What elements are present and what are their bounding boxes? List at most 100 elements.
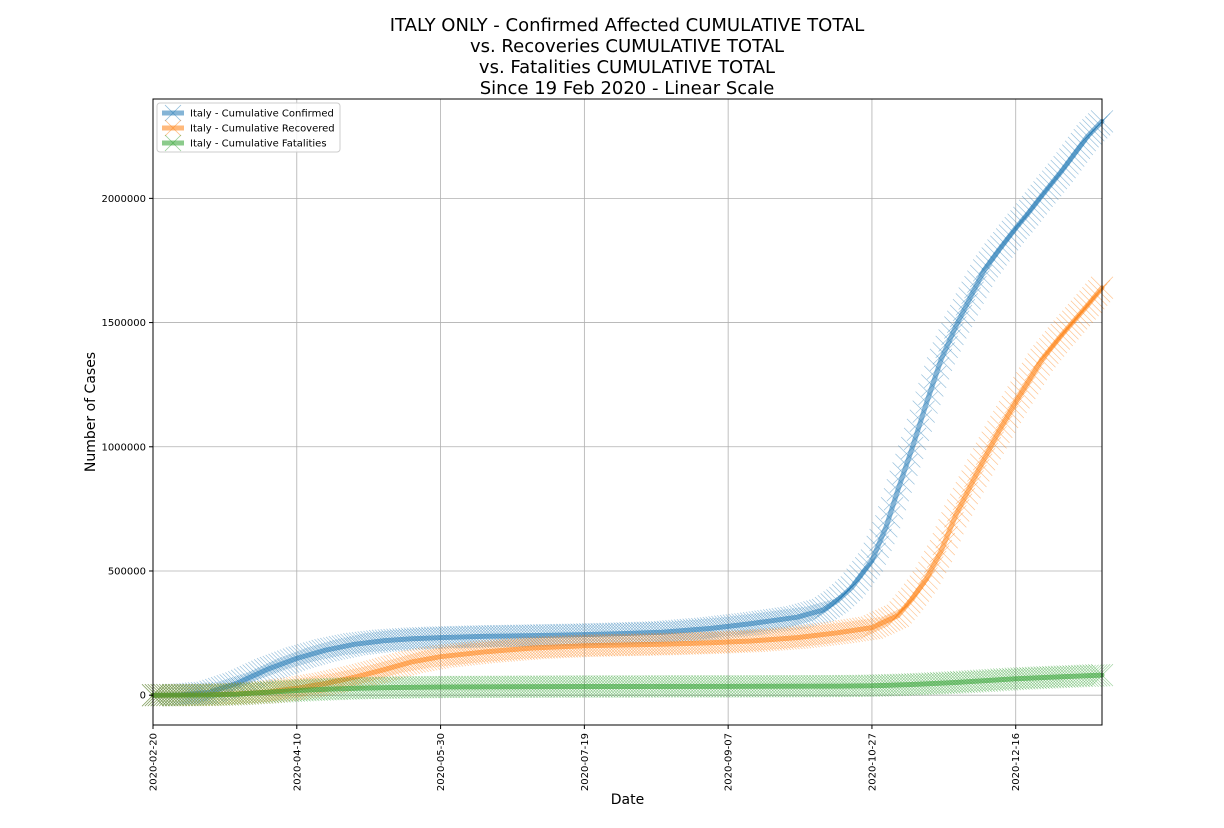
data-point-marker: [1076, 125, 1099, 148]
x-tick-label: 2020-05-30: [436, 733, 447, 791]
legend-item: Italy - Cumulative Fatalities: [162, 134, 327, 152]
data-point-marker: [423, 675, 447, 699]
data-point-marker: [561, 623, 585, 647]
data-point-marker: [524, 675, 547, 698]
data-point-marker: [814, 596, 838, 620]
data-point-marker: [403, 627, 426, 650]
data-point-marker: [389, 676, 412, 699]
data-point-marker: [811, 674, 835, 698]
data-point-marker: [515, 675, 539, 698]
data-point-marker: [366, 660, 389, 683]
data-point-marker: [311, 639, 334, 663]
data-point-marker: [193, 683, 217, 707]
data-point-marker: [728, 613, 751, 637]
data-point-marker: [570, 623, 593, 646]
data-point-marker: [708, 616, 731, 639]
data-point-marker: [593, 634, 616, 657]
data-point-marker: [659, 632, 682, 656]
chart-title-line: Since 19 Feb 2020 - Linear Scale: [480, 78, 775, 99]
data-point-marker: [584, 675, 608, 698]
data-point-marker: [452, 642, 475, 666]
data-point-marker: [150, 683, 173, 707]
data-point-marker: [492, 675, 516, 699]
data-point-marker: [944, 505, 967, 528]
data-point-marker: [808, 599, 832, 623]
data-point-marker: [987, 239, 1010, 262]
data-point-marker: [268, 653, 291, 677]
data-point-marker: [156, 683, 179, 707]
data-point-marker: [363, 660, 386, 684]
data-point-marker: [575, 675, 599, 698]
data-point-marker: [1038, 337, 1062, 361]
data-point-marker: [716, 675, 740, 698]
data-point-marker: [964, 670, 987, 693]
data-point-marker: [472, 640, 495, 664]
data-point-marker: [587, 622, 610, 646]
data-point-marker: [1085, 116, 1108, 139]
data-point-marker: [466, 625, 490, 648]
data-point-marker: [322, 637, 346, 660]
data-point-marker: [613, 675, 636, 698]
data-point-marker: [978, 437, 1002, 460]
data-point-marker: [771, 675, 795, 698]
data-point-marker: [377, 629, 401, 652]
data-point-marker: [481, 640, 504, 663]
data-point-marker: [552, 675, 576, 698]
data-point-marker: [630, 633, 654, 656]
legend-label: Italy - Cumulative Confirmed: [190, 109, 334, 120]
data-point-marker: [463, 675, 487, 699]
data-point-marker: [639, 621, 662, 644]
data-point-marker: [527, 675, 550, 698]
data-point-marker: [486, 639, 510, 663]
data-point-marker: [1061, 665, 1085, 688]
data-point-marker: [575, 634, 599, 657]
data-point-marker: [676, 675, 700, 698]
data-point-marker: [797, 624, 820, 648]
data-point-marker: [1067, 136, 1091, 160]
data-point-marker: [952, 298, 976, 322]
legend-marker: [164, 104, 182, 122]
data-point-marker: [274, 651, 297, 674]
data-point-marker: [343, 677, 366, 700]
data-point-marker: [783, 674, 806, 698]
data-point-marker: [647, 621, 671, 644]
data-point-marker: [1087, 113, 1111, 136]
data-point-marker: [806, 600, 829, 623]
data-point-marker: [676, 632, 700, 655]
data-point-marker: [685, 675, 708, 698]
data-point-marker: [561, 675, 585, 698]
data-point-marker: [742, 675, 766, 698]
data-point-marker: [544, 635, 567, 659]
series-line: [150, 285, 1105, 698]
data-point-marker: [1044, 665, 1068, 689]
data-point-marker: [1024, 192, 1048, 215]
data-point-marker: [374, 676, 398, 699]
data-point-marker: [696, 631, 720, 655]
data-point-marker: [915, 672, 938, 696]
data-point-marker: [961, 670, 984, 693]
data-point-marker: [414, 626, 438, 650]
data-point-marker: [898, 673, 921, 696]
data-point-marker: [308, 678, 332, 701]
data-point-marker: [1044, 166, 1068, 190]
data-point-marker: [446, 675, 470, 699]
data-point-marker: [797, 674, 820, 698]
data-point-marker: [581, 634, 605, 657]
data-point-marker: [673, 619, 697, 642]
data-point-marker: [601, 675, 625, 698]
data-point-marker: [783, 606, 806, 629]
data-point-marker: [607, 633, 631, 657]
data-point-marker: [233, 682, 257, 705]
data-point-marker: [829, 621, 852, 644]
data-point-marker: [992, 410, 1016, 434]
data-point-marker: [1036, 177, 1059, 201]
data-point-marker: [360, 630, 383, 654]
data-point-marker: [852, 617, 875, 641]
data-point-marker: [823, 621, 846, 645]
data-point-marker: [245, 663, 268, 686]
data-point-marker: [179, 683, 202, 707]
data-point-marker: [633, 675, 657, 698]
data-point-marker: [1041, 170, 1065, 193]
data-point-marker: [1013, 206, 1036, 230]
